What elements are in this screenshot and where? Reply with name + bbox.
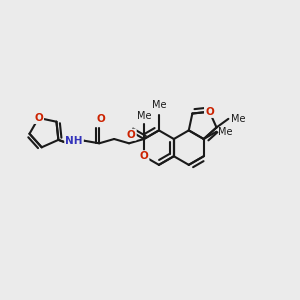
- Text: Me: Me: [137, 111, 151, 121]
- Text: Me: Me: [231, 114, 245, 124]
- Text: NH: NH: [65, 136, 83, 146]
- Text: Me: Me: [152, 100, 166, 110]
- Text: O: O: [96, 114, 105, 124]
- Text: O: O: [205, 107, 214, 117]
- Text: O: O: [34, 113, 43, 123]
- Text: O: O: [127, 130, 136, 140]
- Text: Me: Me: [218, 127, 233, 137]
- Text: O: O: [140, 151, 148, 161]
- Text: O: O: [205, 107, 214, 117]
